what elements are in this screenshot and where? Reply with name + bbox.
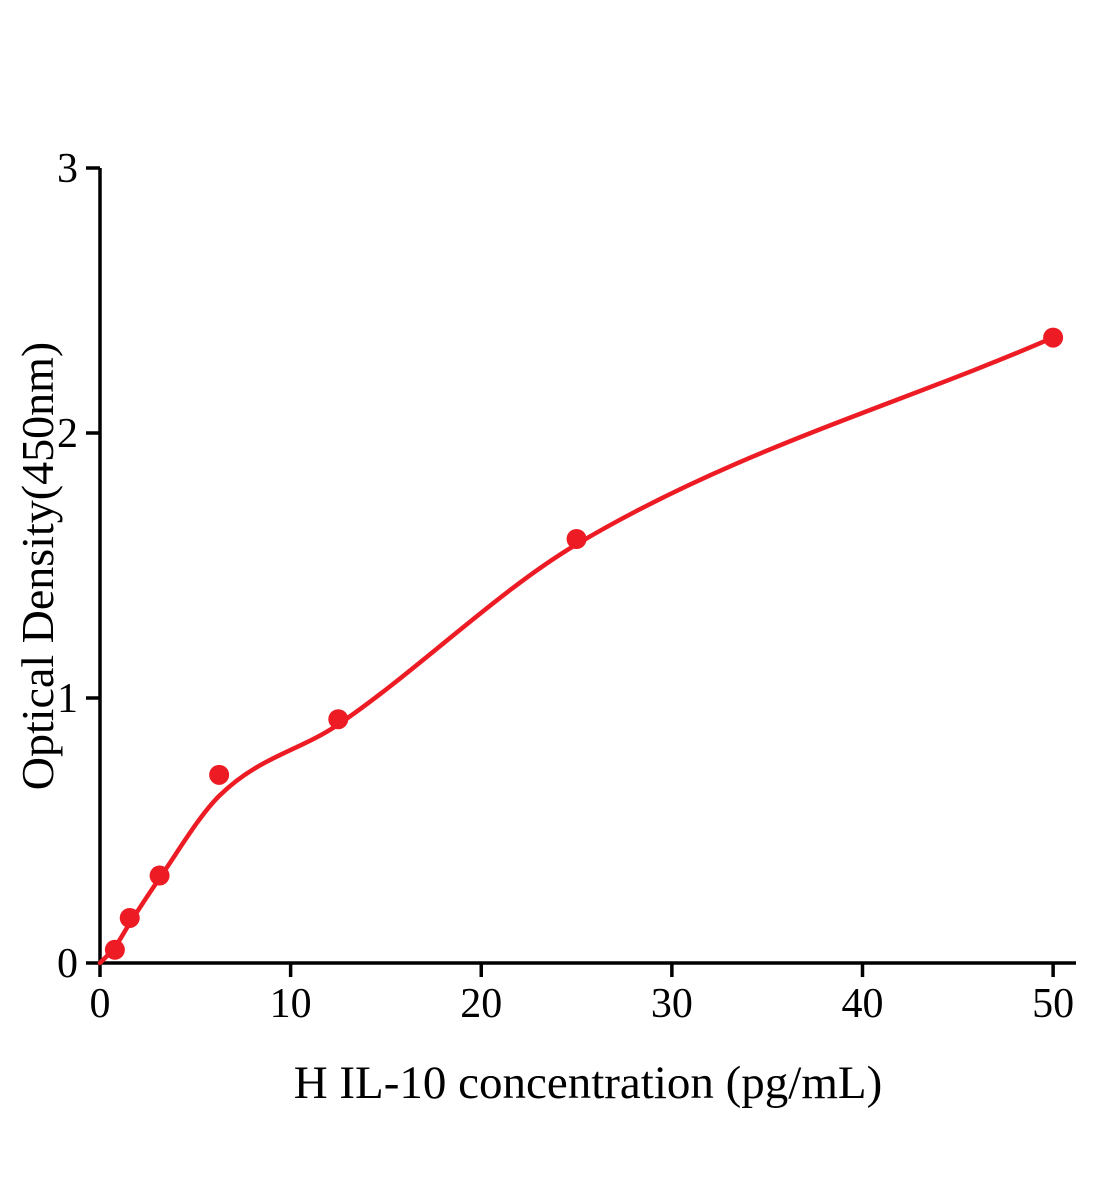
y-tick-label: 3 [57, 146, 78, 192]
x-tick-label: 0 [90, 981, 111, 1027]
x-axis-title: H IL-10 concentration (pg/mL) [293, 1057, 883, 1109]
data-point [149, 865, 170, 886]
data-point [328, 709, 349, 730]
fit-curve [97, 335, 1056, 966]
data-point [104, 939, 125, 960]
data-point [119, 907, 140, 928]
y-tick-label: 1 [57, 676, 78, 722]
y-tick-label: 2 [57, 411, 78, 457]
y-tick-label: 0 [57, 941, 78, 987]
x-tick-label: 50 [1032, 981, 1074, 1027]
data-point [1043, 327, 1064, 348]
x-tick-label: 40 [842, 981, 884, 1027]
x-tick-label: 20 [460, 981, 502, 1027]
y-axis-title: Optical Density(450nm) [12, 341, 63, 791]
data-point [566, 529, 587, 549]
data-point [209, 764, 230, 785]
x-tick-label: 10 [270, 981, 312, 1027]
x-tick-label: 30 [651, 981, 693, 1027]
